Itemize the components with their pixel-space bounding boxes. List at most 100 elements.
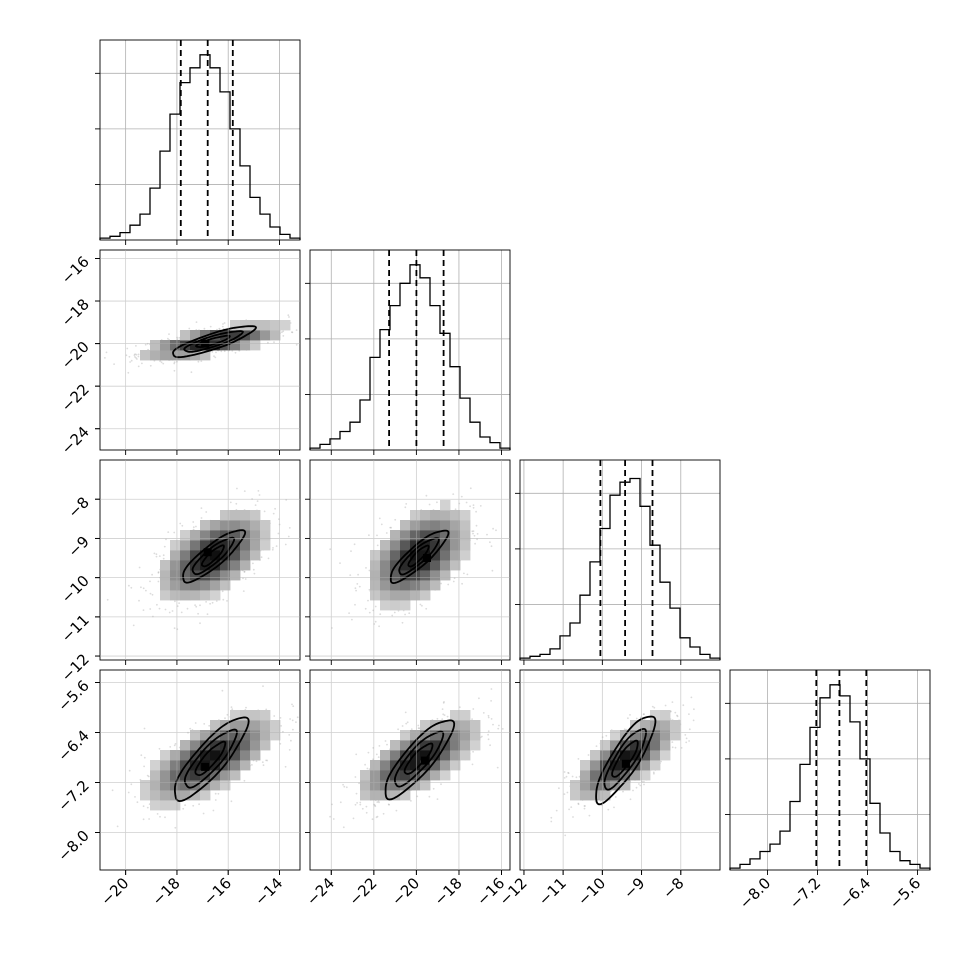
density-cell [180, 550, 191, 561]
sample-point [382, 812, 385, 815]
sample-point [295, 343, 298, 346]
sample-point [155, 553, 158, 556]
panel-1-3 [309, 669, 511, 871]
sample-point [179, 522, 182, 525]
sample-point [126, 347, 129, 350]
sample-point [104, 357, 106, 359]
density-cell [390, 580, 401, 591]
panel-2-3 [519, 669, 721, 871]
density-cell [400, 730, 411, 741]
sample-point [159, 360, 162, 362]
sample-point [671, 741, 674, 743]
sample-point [282, 335, 285, 337]
sample-point [460, 495, 463, 498]
density-cell [220, 780, 231, 791]
sample-point [158, 555, 161, 557]
density-cell [410, 520, 421, 531]
sample-point [267, 557, 270, 560]
panel-grid-0-2 [100, 460, 300, 660]
density-cell [620, 750, 631, 761]
density-cell [450, 540, 461, 551]
sample-point [632, 789, 634, 792]
density-cell [270, 720, 281, 731]
sample-point [471, 763, 474, 766]
sample-point [243, 570, 246, 573]
sample-point [167, 531, 170, 533]
density-cell [370, 580, 381, 591]
density-cell [400, 540, 411, 551]
sample-point [613, 806, 615, 809]
density-cell [250, 330, 261, 341]
y-tick-label: −9 [64, 533, 92, 561]
density-cell [420, 570, 431, 581]
sample-point [690, 696, 693, 699]
density-cell [260, 330, 271, 341]
sample-point [242, 590, 245, 592]
sample-point [198, 803, 201, 806]
sample-point [365, 811, 368, 814]
density-cell [410, 510, 421, 521]
density-cell [160, 790, 171, 801]
sample-point [471, 530, 474, 533]
sample-point [490, 700, 492, 702]
density-cell [210, 530, 221, 541]
x-tick-label: −5.6 [886, 874, 924, 912]
density-cell [150, 790, 161, 801]
density-cell [170, 590, 181, 601]
sample-point [282, 330, 285, 333]
y-tick-label: −8 [64, 493, 92, 521]
sample-point [281, 331, 283, 334]
sample-point [358, 585, 361, 588]
density-cell [230, 340, 241, 351]
sample-point [133, 354, 136, 356]
sample-point [243, 571, 246, 573]
y-tick-label: −5.6 [54, 677, 92, 715]
sample-point [390, 526, 392, 529]
y-tick-label: −7.2 [54, 777, 92, 815]
density-cell [380, 570, 391, 581]
density-cell [250, 740, 261, 751]
sample-point [200, 507, 203, 509]
x-tick-label: −11 [535, 874, 570, 909]
x-tick-label: −9 [620, 874, 648, 902]
density-cell [200, 540, 211, 551]
sample-point [288, 749, 291, 751]
sample-point [566, 791, 569, 794]
sample-point [555, 809, 558, 812]
sample-point [452, 580, 455, 583]
sample-point [583, 805, 586, 807]
sample-point [355, 792, 358, 795]
sample-point [272, 512, 275, 515]
sample-point [563, 771, 566, 773]
y-tick-label: −8.0 [54, 827, 92, 865]
sample-point [421, 604, 423, 607]
sample-point [376, 534, 378, 537]
sample-point [482, 712, 485, 714]
sample-point [408, 612, 411, 615]
density-cell [260, 320, 271, 331]
density-cell [240, 760, 251, 771]
density-cell [410, 530, 421, 541]
density-cell [380, 580, 391, 591]
sample-point [378, 625, 380, 628]
sample-point [213, 355, 215, 358]
density-cell [400, 520, 411, 531]
sample-point [364, 607, 367, 610]
sample-point [230, 800, 233, 803]
density-cell [590, 760, 601, 771]
sample-point [660, 760, 662, 763]
density-cell [580, 770, 591, 781]
sample-point [642, 713, 645, 716]
sample-point [146, 774, 149, 777]
density-cell [420, 540, 431, 551]
sample-point [436, 798, 439, 800]
density-cell [400, 580, 411, 591]
density-cell [150, 800, 161, 811]
sample-point [262, 764, 265, 767]
sample-point [162, 557, 165, 560]
sample-point [436, 717, 439, 720]
sample-point [685, 737, 688, 740]
sample-point [184, 804, 187, 806]
density-cell [450, 550, 461, 561]
density-cell [460, 550, 471, 561]
